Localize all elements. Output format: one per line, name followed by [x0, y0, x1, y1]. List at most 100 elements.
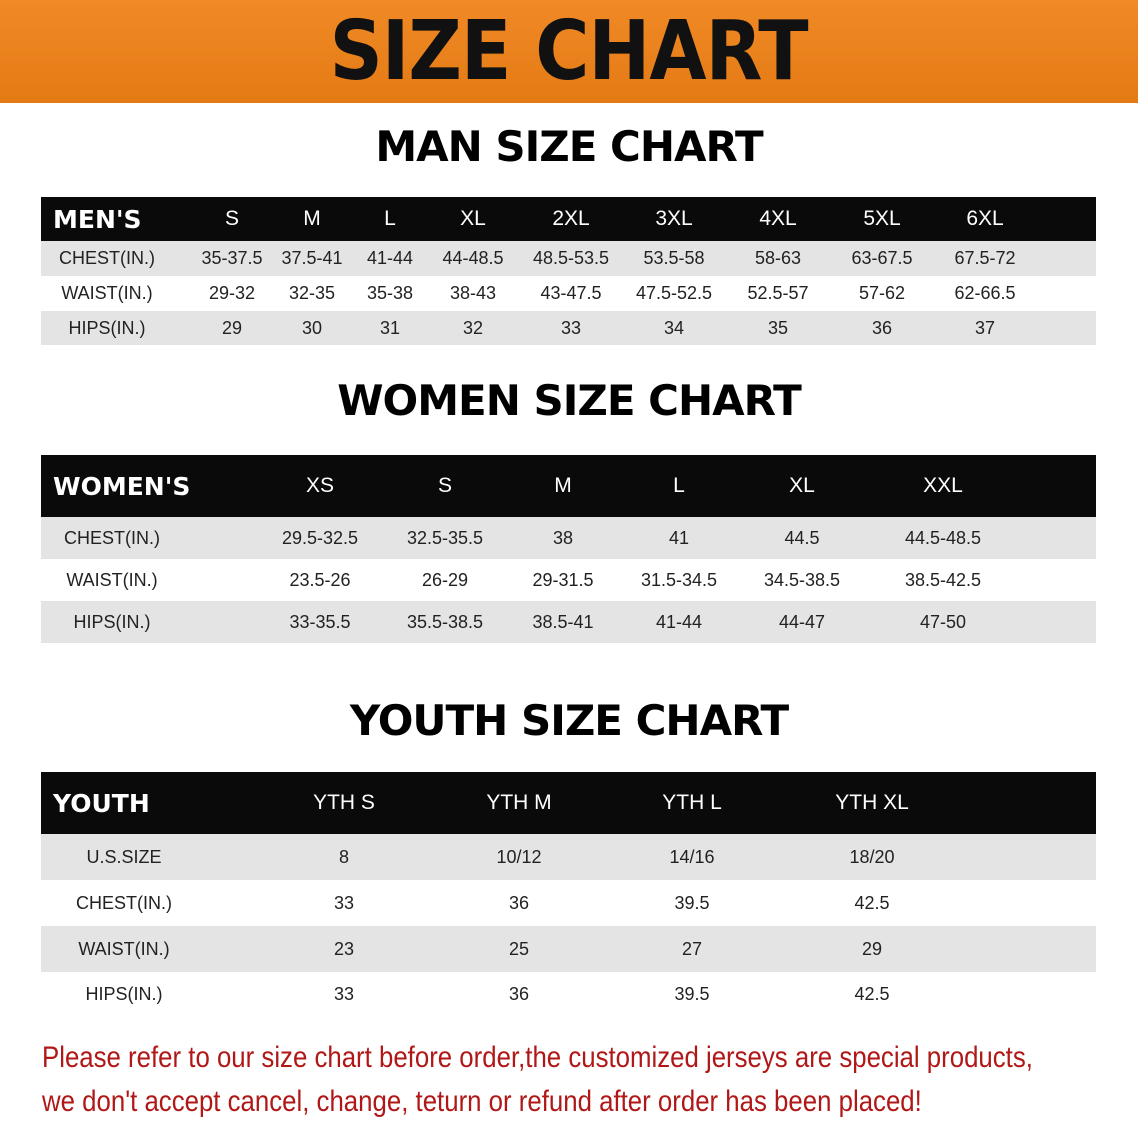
table-cell: 8 — [338, 846, 350, 867]
table-cell: 23 — [333, 938, 355, 959]
table-cell: S — [437, 474, 453, 497]
row-label: CHEST(IN.) — [59, 248, 155, 268]
row-label: HIPS(IN.) — [73, 611, 151, 632]
table-cell: 57-62 — [858, 283, 906, 303]
table-row: U.S.SIZE 8 10/12 14/16 18/20 — [41, 834, 1096, 880]
table-cell: 29 — [221, 317, 243, 338]
table-cell: 44.5 — [784, 527, 820, 548]
table-cell: 44-48.5 — [442, 248, 504, 268]
table-cell: 41-44 — [366, 248, 414, 268]
table-cell: 52.5-57 — [747, 283, 809, 303]
table-cell: 41 — [668, 527, 690, 548]
table-cell: 33 — [333, 892, 355, 913]
row-label: HIPS(IN.) — [68, 317, 146, 338]
table-cell: YTH L — [662, 791, 722, 814]
table-cell: 30 — [301, 317, 323, 338]
table-cell: M — [303, 207, 321, 230]
table-cell: 42.5 — [854, 892, 890, 913]
table-cell: 32-35 — [288, 283, 336, 303]
women-section-title: WOMEN SIZE CHART — [337, 376, 802, 425]
table-cell: 35-37.5 — [201, 248, 263, 268]
table-header-row: WOMEN'S XS S M L XL XXL — [41, 455, 1096, 517]
banner: SIZE CHART — [0, 0, 1138, 103]
table-header-row: YOUTH YTH S YTH M YTH L YTH XL — [41, 772, 1096, 834]
row-label: MEN'S — [53, 204, 142, 234]
table-cell: 47.5-52.5 — [635, 283, 713, 303]
table-cell: 14/16 — [669, 846, 715, 867]
table-row: WAIST(IN.) 29-32 32-35 35-38 38-43 43-47.5 47.… — [41, 276, 1096, 311]
table-cell: 44.5-48.5 — [904, 527, 982, 548]
table-cell: 10/12 — [496, 846, 542, 867]
table-cell: 32 — [462, 317, 484, 338]
table-cell: 35.5-38.5 — [406, 611, 484, 632]
table-cell: XXL — [923, 474, 963, 497]
table-row: WAIST(IN.) 23.5-26 26-29 29-31.5 31.5-34.5 34… — [41, 559, 1096, 601]
table-cell: 26-29 — [421, 569, 469, 590]
notice-line-1: Please refer to our size chart before or… — [42, 1041, 1033, 1074]
table-cell: 39.5 — [674, 892, 710, 913]
table-cell: 35 — [767, 317, 789, 338]
table-cell: 38.5-41 — [532, 611, 594, 632]
row-label: U.S.SIZE — [86, 846, 162, 867]
row-label: WAIST(IN.) — [61, 283, 153, 303]
row-label: YOUTH — [53, 788, 150, 818]
table-cell: 38 — [552, 527, 574, 548]
table-cell: 41-44 — [655, 611, 703, 632]
table-cell: 35-38 — [366, 283, 414, 303]
table-cell: 47-50 — [919, 611, 967, 632]
table-cell: 3XL — [655, 207, 693, 230]
table-cell: 39.5 — [674, 983, 710, 1004]
table-cell: 31 — [379, 317, 401, 338]
table-cell: 36 — [508, 892, 530, 913]
table-cell: 29-31.5 — [532, 569, 594, 590]
row-label: WAIST(IN.) — [66, 569, 158, 590]
table-cell: 62-66.5 — [954, 283, 1016, 303]
table-cell: 25 — [508, 938, 530, 959]
table-cell: 38-43 — [449, 283, 497, 303]
row-label: WOMEN'S — [53, 471, 191, 501]
table-cell: 53.5-58 — [643, 248, 705, 268]
table-cell: 44-47 — [778, 611, 826, 632]
row-label: WAIST(IN.) — [78, 938, 170, 959]
table-cell: L — [384, 207, 396, 230]
table-cell: 48.5-53.5 — [532, 248, 610, 268]
table-cell: 32.5-35.5 — [406, 527, 484, 548]
men-section-title: MAN SIZE CHART — [375, 122, 763, 171]
table-cell: 63-67.5 — [851, 248, 913, 268]
table-row: CHEST(IN.) 29.5-32.5 32.5-35.5 38 41 44.5 44.5… — [41, 517, 1096, 559]
table-cell: 36 — [508, 983, 530, 1004]
table-cell: 29.5-32.5 — [281, 527, 359, 548]
table-row: HIPS(IN.) 33-35.5 35.5-38.5 38.5-41 41-44 44-… — [41, 601, 1096, 643]
table-row: HIPS(IN.) 33 36 39.5 42.5 — [41, 972, 1096, 1016]
row-label: CHEST(IN.) — [76, 892, 172, 913]
table-cell: 67.5-72 — [954, 248, 1016, 268]
table-cell: 34 — [663, 317, 685, 338]
table-cell: XL — [460, 207, 486, 230]
table-cell: 27 — [681, 938, 703, 959]
row-label: HIPS(IN.) — [85, 983, 163, 1004]
table-cell: 23.5-26 — [289, 569, 351, 590]
table-cell: 5XL — [863, 207, 901, 230]
table-cell: YTH M — [486, 791, 552, 814]
table-cell: 58-63 — [754, 248, 802, 268]
table-row: WAIST(IN.) 23 25 27 29 — [41, 926, 1096, 972]
table-cell: 29-32 — [208, 283, 256, 303]
table-cell: 33 — [333, 983, 355, 1004]
table-cell: 4XL — [759, 207, 797, 230]
table-cell: 33-35.5 — [289, 611, 351, 632]
table-cell: 43-47.5 — [540, 283, 602, 303]
table-cell: XS — [305, 474, 335, 497]
row-label: CHEST(IN.) — [64, 527, 160, 548]
table-cell: 2XL — [552, 207, 590, 230]
notice-line-2: we don't accept cancel, change, teturn o… — [42, 1085, 922, 1118]
table-cell: YTH S — [313, 791, 375, 814]
youth-section-title: YOUTH SIZE CHART — [349, 696, 789, 745]
table-cell: S — [224, 207, 240, 230]
table-cell: L — [673, 474, 685, 497]
table-cell: 18/20 — [849, 846, 895, 867]
table-cell: 29 — [861, 938, 883, 959]
table-cell: 34.5-38.5 — [763, 569, 841, 590]
table-cell: 42.5 — [854, 983, 890, 1004]
table-cell: XL — [789, 474, 815, 497]
table-cell: 33 — [560, 317, 582, 338]
